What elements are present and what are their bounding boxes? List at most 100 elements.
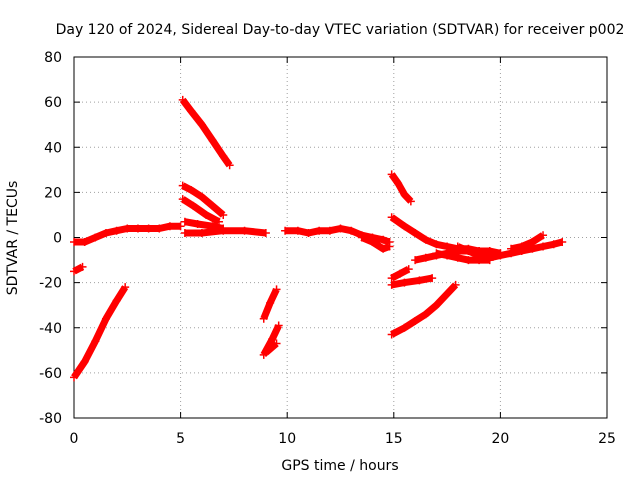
data-point — [464, 256, 473, 265]
data-point — [387, 170, 396, 179]
data-point — [91, 337, 100, 346]
data-point — [421, 310, 430, 319]
data-point — [443, 289, 452, 298]
data-point — [528, 238, 537, 247]
data-point — [197, 228, 206, 237]
data-point — [387, 330, 396, 339]
series-line — [457, 241, 563, 259]
data-point — [428, 274, 437, 283]
series-band — [389, 214, 502, 257]
data-point — [133, 224, 142, 233]
y-tick-label: 80 — [44, 50, 62, 66]
data-point — [415, 276, 424, 285]
data-point — [219, 210, 228, 219]
data-point — [539, 242, 548, 251]
data-point — [178, 181, 187, 190]
data-point — [178, 95, 187, 104]
data-point — [70, 267, 78, 276]
data-point — [507, 244, 516, 253]
data-point — [80, 238, 89, 247]
data-point — [404, 265, 413, 274]
x-axis-label: GPS time / hours — [281, 458, 398, 474]
series-seg-d — [178, 95, 234, 170]
series-seg-a — [70, 222, 185, 247]
data-point — [304, 228, 313, 237]
data-point — [197, 192, 206, 201]
data-point — [451, 280, 460, 289]
data-point — [219, 152, 228, 161]
data-point — [178, 195, 187, 204]
data-point — [180, 228, 189, 237]
series-seg-t — [432, 249, 494, 265]
plot-frame — [73, 56, 608, 419]
data-point — [539, 231, 548, 240]
data-point — [112, 226, 121, 235]
series-line — [184, 220, 224, 230]
data-point — [187, 107, 196, 116]
series-seg-e — [178, 181, 228, 219]
data-point — [261, 348, 270, 357]
data-point — [274, 321, 283, 330]
series-seg-i — [259, 285, 281, 323]
data-point — [432, 240, 441, 249]
data-point — [464, 247, 473, 256]
data-point — [176, 222, 185, 231]
series-seg-v — [507, 231, 548, 253]
data-point — [400, 323, 409, 332]
data-point — [101, 314, 110, 323]
y-tick-label: -60 — [39, 366, 62, 382]
data-point — [475, 251, 484, 260]
data-point — [517, 242, 526, 251]
y-tick-label: 0 — [53, 231, 62, 247]
y-axis-tick-labels: 80 60 40 20 0 -20 -40 -60 -80 — [39, 50, 62, 427]
x-tick-label: 15 — [385, 431, 403, 447]
series-line — [391, 277, 433, 286]
data-point — [259, 314, 268, 323]
data-point — [268, 335, 277, 344]
series-line — [182, 184, 224, 216]
y-tick-label: 60 — [44, 95, 62, 111]
data-point — [347, 226, 356, 235]
data-point — [70, 238, 78, 247]
data-point — [443, 251, 452, 260]
data-point — [70, 373, 78, 382]
grid — [74, 57, 607, 418]
y-tick-label: -20 — [39, 276, 62, 292]
x-tick-label: 20 — [491, 431, 509, 447]
data-point — [549, 240, 558, 249]
x-tick-label: 5 — [176, 431, 185, 447]
data-point — [443, 242, 452, 251]
data-point — [187, 186, 196, 195]
data-point — [387, 213, 396, 222]
series-line — [391, 173, 412, 202]
y-tick-label: 40 — [44, 140, 62, 156]
data-point — [293, 226, 302, 235]
series-line — [414, 250, 501, 261]
series-seg-m — [357, 233, 394, 253]
data-point — [180, 217, 189, 226]
series-band — [456, 238, 564, 262]
series-line — [182, 99, 231, 166]
data-point — [281, 226, 290, 235]
data-point — [496, 251, 505, 260]
data-point — [193, 219, 202, 228]
data-point — [144, 224, 153, 233]
data-point — [225, 161, 234, 170]
data-point — [336, 224, 345, 233]
data-point — [189, 201, 198, 210]
series-seg-b — [70, 262, 87, 276]
series-seg-r — [387, 280, 460, 339]
series-line — [391, 268, 410, 279]
data-point — [432, 301, 441, 310]
data-point — [219, 226, 228, 235]
chart-title: Day 120 of 2024, Sidereal Day-to-day VTE… — [56, 22, 625, 38]
series-band — [263, 340, 279, 356]
axis-ticks — [73, 56, 608, 419]
data-point — [421, 253, 430, 262]
data-point — [558, 238, 567, 247]
series-seg-n — [387, 170, 415, 206]
series-line — [510, 234, 544, 250]
series-seg-q — [387, 274, 437, 289]
data-point — [91, 233, 100, 242]
